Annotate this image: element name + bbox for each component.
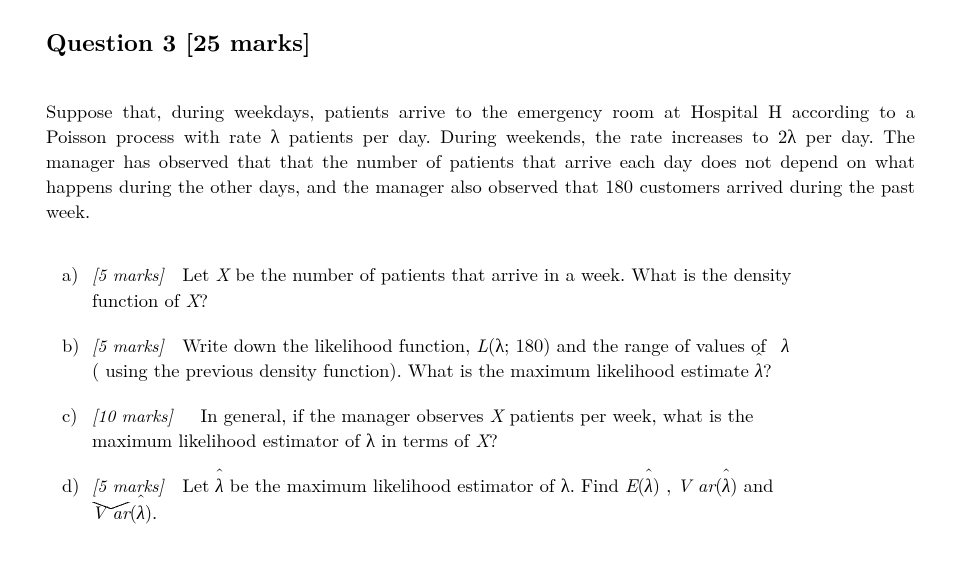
text-fragment: Let <box>182 472 215 498</box>
subquestion-d: d) [5 marks] Let λ be the maximum likeli… <box>62 473 915 524</box>
text-fragment: (λ; 180) and the range of values of <box>488 332 772 358</box>
document-page: Question 3 [25 marks] Suppose that, duri… <box>0 0 961 525</box>
math-hat-lambda: λ <box>215 473 223 498</box>
text-fragment: ). <box>145 499 157 525</box>
subquestion-b: b) [5 marks] Write down the likelihood f… <box>62 333 915 383</box>
math-variable: L <box>476 332 488 358</box>
text-fragment: ) , <box>653 472 678 498</box>
math-hat-lambda: λ <box>722 473 730 498</box>
math-variable: E <box>625 472 638 498</box>
question-total-marks: [25 marks] <box>185 25 310 59</box>
subquestion-body: [10 marks] In general, if the manager ob… <box>92 403 915 453</box>
subquestion-marks: [5 marks] <box>92 333 164 358</box>
text-fragment: ? <box>763 357 772 383</box>
text-fragment: maximum likelihood estimator of λ in ter… <box>92 427 475 453</box>
question-number: Question 3 <box>46 25 176 59</box>
math-variable: X <box>475 427 489 453</box>
text-fragment: ( using the previous density function). … <box>92 357 755 383</box>
text-fragment: In general, if the manager observes <box>201 402 490 428</box>
math-widehat-var: V ar <box>92 499 130 525</box>
question-intro-text: Suppose that, during weekdays, patients … <box>46 99 915 225</box>
text-fragment: Let <box>182 261 215 287</box>
subquestion-body: [5 marks] Write down the likelihood func… <box>92 333 915 383</box>
text-fragment: ? <box>199 287 208 313</box>
math-variable: λ <box>781 332 789 358</box>
math-hat-lambda: λ <box>645 473 653 498</box>
subquestion-list: a) [5 marks] Let X be the number of pati… <box>46 262 915 524</box>
subquestion-label: c) <box>62 403 92 428</box>
math-hat-lambda: λ <box>137 500 145 525</box>
subquestion-a: a) [5 marks] Let X be the number of pati… <box>62 262 915 312</box>
question-heading: Question 3 [25 marks] <box>46 26 915 59</box>
text-fragment: ) and <box>730 472 773 498</box>
math-variable: X <box>186 287 200 313</box>
subquestion-body: [5 marks] Let λ be the maximum likelihoo… <box>92 473 915 524</box>
math-variable: V ar <box>677 472 715 498</box>
subquestion-label: a) <box>62 262 92 287</box>
math-hat-lambda: λ <box>755 358 763 383</box>
text-fragment: be the maximum likelihood estimator of λ… <box>223 472 625 498</box>
math-variable: X <box>490 402 504 428</box>
text-fragment: function of <box>92 287 186 313</box>
subquestion-label: b) <box>62 333 92 358</box>
subquestion-marks: [5 marks] <box>92 262 164 287</box>
text-fragment: patients per week, what is the <box>503 402 753 428</box>
subquestion-c: c) [10 marks] In general, if the manager… <box>62 403 915 453</box>
text-fragment: Write down the likelihood function, <box>182 332 476 358</box>
subquestion-label: d) <box>62 473 92 498</box>
subquestion-marks: [10 marks] <box>92 403 173 428</box>
subquestion-marks: [5 marks] <box>92 473 164 498</box>
text-fragment: ? <box>489 427 498 453</box>
subquestion-body: [5 marks] Let X be the number of patient… <box>92 262 915 312</box>
math-variable: X <box>215 261 229 287</box>
text-fragment: be the number of patients that arrive in… <box>229 261 791 287</box>
